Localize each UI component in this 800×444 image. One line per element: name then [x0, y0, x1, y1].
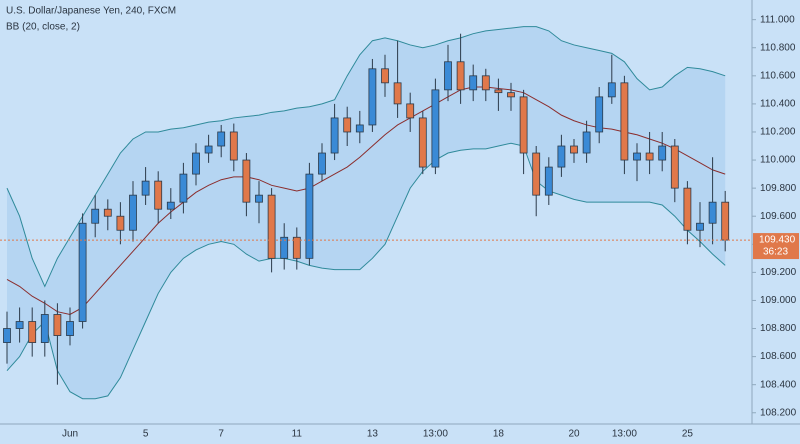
candle-body: [620, 82, 629, 161]
candle-body: [242, 159, 251, 203]
candle-body: [103, 208, 112, 217]
candle-body: [595, 96, 604, 133]
candle-body: [431, 89, 440, 168]
y-tick-label: 111.000: [760, 14, 795, 25]
x-tick-label: 20: [568, 429, 580, 440]
candle-body: [343, 117, 352, 133]
candle-body: [469, 75, 478, 91]
last-price-label: 109.430: [759, 235, 796, 246]
candle-body: [154, 180, 163, 210]
candle-body: [66, 321, 74, 336]
candle-body: [444, 61, 452, 91]
y-tick-label: 110.800: [760, 42, 796, 53]
candle-body: [481, 75, 490, 91]
x-tick-label: 13:00: [612, 429, 637, 440]
candle-body: [570, 145, 578, 154]
candle-body: [292, 236, 301, 259]
x-tick-label: 13:00: [423, 429, 448, 440]
candle-body: [418, 117, 427, 168]
candle-body: [141, 180, 150, 196]
band-line: [6, 26, 726, 288]
x-tick-label: 7: [218, 429, 224, 440]
x-tick-label: 25: [682, 429, 694, 440]
band-line: [6, 142, 726, 400]
y-tick-label: 109.800: [760, 183, 797, 194]
x-tick-label: 5: [143, 429, 149, 440]
candle-body: [607, 82, 616, 98]
candle-body: [670, 145, 679, 189]
candle-body: [582, 131, 591, 154]
y-tick-label: 110.000: [760, 155, 796, 166]
candle-body: [217, 131, 226, 147]
x-tick-label: 11: [292, 429, 303, 440]
candle-body: [91, 208, 100, 224]
candle-body: [633, 152, 641, 161]
x-tick-label: 13: [367, 429, 379, 440]
candle-body: [368, 68, 377, 126]
band-line: [6, 86, 726, 316]
y-tick-label: 108.600: [760, 351, 797, 362]
candle-body: [708, 201, 717, 224]
band-fill: [7, 26, 726, 399]
candle-body: [280, 236, 289, 259]
candle-body: [116, 215, 125, 231]
candle-body: [393, 82, 402, 105]
candle-body: [129, 194, 137, 231]
candle-body: [255, 194, 263, 203]
candle-body: [519, 96, 528, 154]
candle-body: [355, 124, 364, 133]
candle-body: [456, 61, 465, 91]
last-price-box: [753, 233, 799, 260]
indicator-label: BB (20, close, 2): [6, 22, 80, 33]
candle-body: [78, 222, 87, 322]
candle-body: [53, 314, 62, 336]
x-tick-label: Jun: [62, 429, 78, 440]
chart-title: U.S. Dollar/Japanese Yen, 240, FXCM: [6, 6, 176, 17]
plot: [0, 26, 752, 400]
candle-body: [544, 166, 553, 196]
candle-body: [683, 187, 692, 231]
y-tick-label: 110.600: [760, 70, 796, 81]
y-tick-label: 109.200: [760, 267, 797, 278]
y-tick-label: 110.200: [760, 127, 796, 138]
candle-body: [494, 89, 503, 94]
candle-body: [40, 314, 49, 343]
y-tick-label: 108.200: [760, 407, 797, 418]
countdown-label: 36:23: [763, 247, 788, 258]
candle-body: [507, 92, 515, 98]
y-tick-label: 110.400: [760, 99, 796, 110]
candle-body: [28, 321, 37, 343]
y-tick-label: 108.400: [760, 379, 797, 390]
candle-body: [557, 145, 566, 168]
candle-body: [15, 321, 24, 329]
candle-body: [406, 103, 415, 119]
candle-body: [166, 201, 175, 210]
candle-body: [658, 145, 667, 161]
candle-body: [318, 152, 326, 175]
candle-body: [645, 152, 654, 161]
y-tick-label: 109.600: [760, 211, 797, 222]
candle-body: [305, 173, 314, 259]
y-tick-label: 108.800: [760, 323, 797, 334]
candle-body: [192, 152, 200, 175]
candle-body: [267, 194, 276, 259]
candle-body: [696, 222, 704, 231]
y-tick-label: 109.000: [760, 295, 797, 306]
x-tick-label: 18: [493, 429, 505, 440]
candle-body: [381, 68, 389, 84]
candle-body: [179, 173, 188, 203]
candle-body: [3, 328, 11, 343]
candle-body: [229, 131, 238, 161]
candle-body: [721, 201, 730, 241]
candle-body: [204, 145, 213, 154]
candle-body: [532, 152, 541, 196]
candle-body: [330, 117, 339, 154]
